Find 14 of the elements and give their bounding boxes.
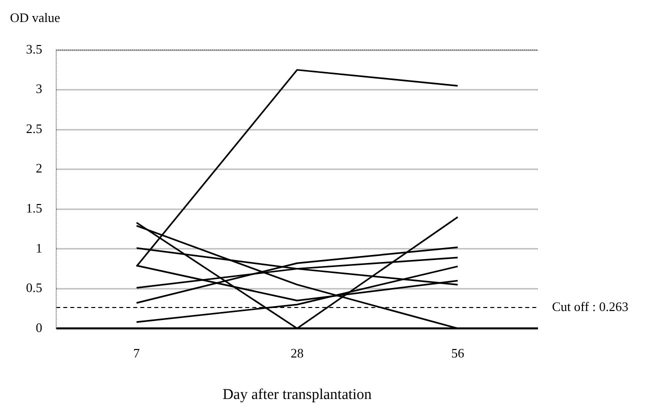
y-tick-label: 3.5 bbox=[26, 41, 42, 56]
x-tick-label: 28 bbox=[290, 346, 304, 361]
y-tick-label: 0 bbox=[36, 320, 42, 335]
y-tick-label: 1.5 bbox=[26, 200, 42, 216]
ref-line-label: Cut off : 0.263 bbox=[552, 298, 628, 314]
x-axis-title: Day after transplantation bbox=[222, 386, 372, 403]
y-tick-label: 3 bbox=[36, 81, 42, 96]
x-tick-label: 56 bbox=[451, 346, 465, 361]
y-tick-label: 2 bbox=[36, 160, 42, 176]
y-tick-label: 0.5 bbox=[26, 280, 42, 296]
y-axis-title: OD value bbox=[10, 10, 60, 25]
y-tick-label: 2.5 bbox=[26, 120, 42, 136]
x-tick-label: 7 bbox=[133, 346, 140, 361]
y-tick-label: 1 bbox=[36, 240, 42, 256]
